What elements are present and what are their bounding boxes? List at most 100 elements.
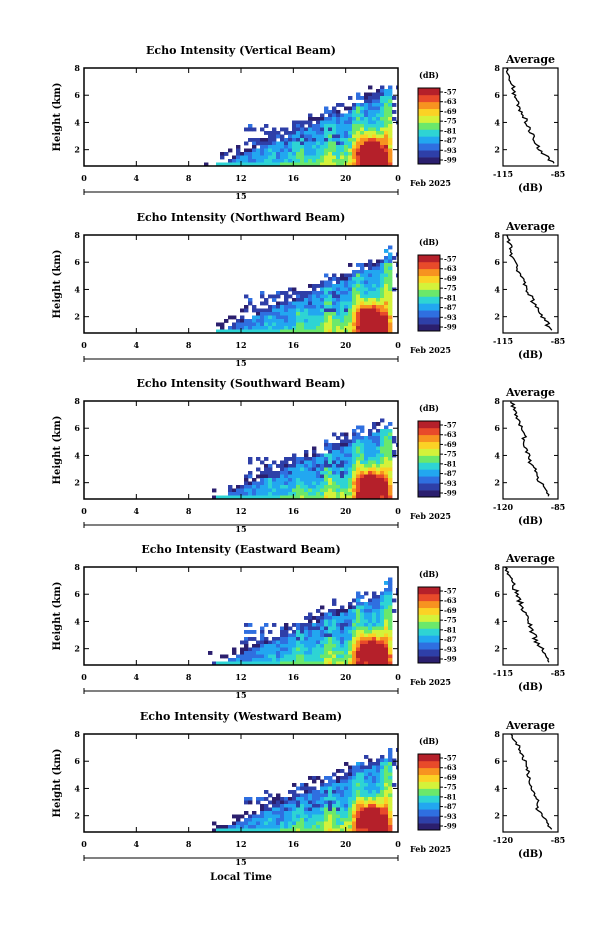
heatmap-cell [248, 457, 253, 461]
heatmap-cell [268, 661, 273, 665]
colorbar-tick-label: -69 [444, 107, 457, 116]
heatmap-cell [360, 457, 365, 461]
heatmap-cell [364, 92, 369, 97]
heatmap-cell [344, 790, 349, 794]
heatmap-cell [312, 485, 317, 489]
heatmap-cell [352, 124, 357, 128]
panel-title: Echo Intensity (Eastward Beam) [141, 543, 340, 556]
heatmap-cell [332, 807, 337, 812]
heatmap-cell [268, 644, 273, 648]
heatmap-cell [348, 609, 353, 613]
heatmap-cell [276, 644, 281, 648]
heatmap-cell [276, 807, 281, 812]
heatmap-cell [248, 651, 253, 655]
heatmap-cell [380, 329, 385, 333]
heatmap-cell [276, 145, 281, 149]
heatmap-cell [336, 619, 341, 624]
heatmap-cell [380, 626, 385, 631]
panel-title: Echo Intensity (Southward Beam) [137, 377, 346, 390]
heatmap-cell [308, 291, 313, 295]
heatmap-cell [340, 134, 345, 139]
heatmap-cell [364, 159, 369, 163]
heatmap-cell [324, 478, 329, 482]
heatmap-cell [300, 495, 305, 499]
heatmap-cell [248, 298, 253, 302]
heatmap-cell [320, 148, 325, 153]
heatmap-cell [384, 623, 389, 627]
heatmap-cell [372, 609, 377, 613]
heatmap-cell [340, 633, 345, 638]
colorbar-tick-label: -57 [444, 587, 457, 596]
y-axis-label: Height (km) [52, 582, 63, 651]
heatmap-cell [296, 651, 301, 655]
heatmap-cell [244, 322, 249, 327]
heatmap-cell [372, 159, 377, 163]
heatmap-cell [344, 619, 349, 624]
y-tick-label: 6 [74, 756, 80, 766]
heatmap-cell [244, 481, 249, 486]
heatmap-cell [260, 797, 265, 801]
heatmap-cell [316, 807, 321, 812]
heatmap-cell [352, 152, 357, 156]
heatmap-cell [340, 804, 345, 808]
heatmap-cell [256, 488, 261, 493]
heatmap-cell [316, 457, 321, 461]
heatmap-cell [376, 776, 381, 780]
heatmap-cell [352, 783, 357, 787]
heatmap-cell [232, 821, 237, 826]
heatmap-cell [312, 138, 317, 142]
heatmap-cell [352, 284, 357, 288]
heatmap-cell [312, 637, 317, 641]
heatmap-cell [312, 117, 317, 121]
heatmap-cell [344, 495, 349, 499]
heatmap-cell [348, 145, 353, 149]
heatmap-cell [348, 619, 353, 624]
heatmap-cell [284, 301, 289, 306]
heatmap-cell [260, 825, 265, 829]
heatmap-cell [272, 661, 277, 665]
profile-x-label: (dB) [518, 516, 543, 527]
heatmap-cell [376, 103, 381, 107]
heatmap-cell [368, 127, 373, 132]
heatmap-cell [356, 138, 361, 142]
heatmap-cell [352, 612, 357, 617]
colorbar-swatch [418, 324, 440, 332]
heatmap-cell [260, 322, 265, 327]
heatmap-cell [268, 159, 273, 163]
heatmap-cell [372, 326, 377, 330]
heatmap-cell [312, 450, 317, 454]
heatmap-cell [336, 640, 341, 645]
heatmap-cell [264, 148, 269, 153]
heatmap-cell [352, 478, 357, 482]
heatmap-cell [360, 439, 365, 444]
heatmap-cell [328, 790, 333, 794]
heatmap-cell [344, 814, 349, 819]
heatmap-cell [284, 495, 289, 499]
colorbar-swatch [418, 767, 440, 776]
heatmap-cell [276, 814, 281, 819]
heatmap-cell [352, 312, 357, 316]
heatmap-cell [340, 630, 345, 634]
x-tick-label: 4 [134, 839, 140, 849]
heatmap-cell [228, 495, 233, 499]
colorbar-swatch [418, 434, 440, 443]
heatmap-cell [360, 319, 365, 323]
heatmap-cell [376, 159, 381, 163]
profile-y-tick-label: 4 [494, 117, 500, 127]
heatmap-cell [308, 790, 313, 794]
heatmap-cell [372, 263, 377, 267]
heatmap-cell [344, 305, 349, 309]
heatmap-cell [340, 291, 345, 295]
heatmap-cell [328, 322, 333, 327]
heatmap-cell [336, 807, 341, 812]
profile-x-label: (dB) [518, 350, 543, 361]
heatmap-cell [388, 89, 393, 93]
heatmap-cell [364, 329, 369, 333]
heatmap-cell [388, 446, 393, 451]
heatmap-cell [340, 471, 345, 475]
heatmap-cell [296, 623, 301, 627]
heatmap-cell [308, 637, 313, 641]
heatmap-cell [380, 106, 385, 111]
heatmap-cell [244, 818, 249, 822]
heatmap-cell [352, 159, 357, 163]
